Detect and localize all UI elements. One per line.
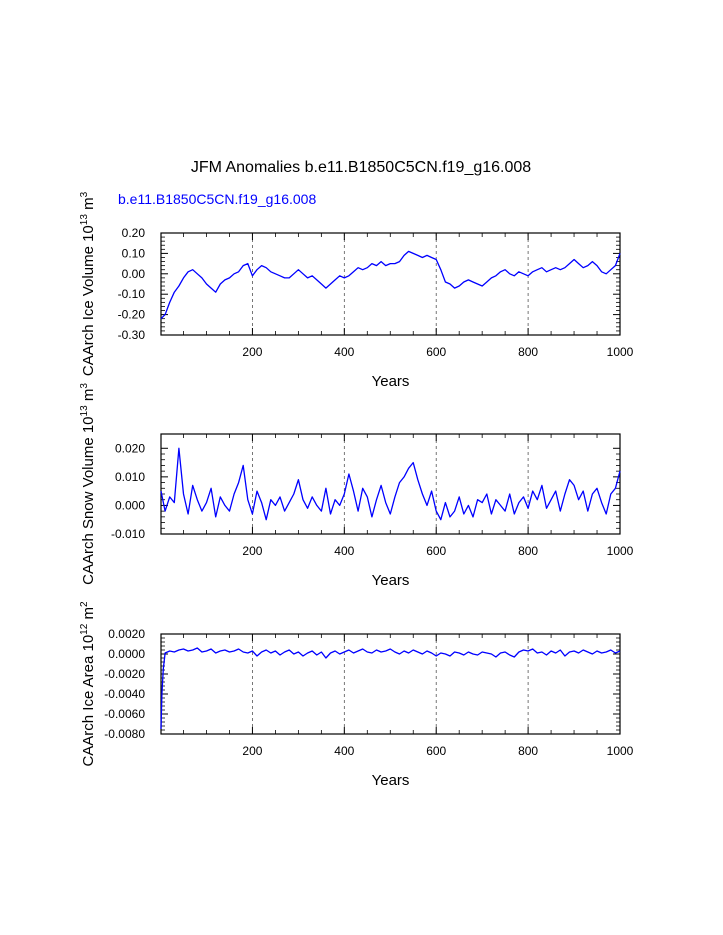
ice-area-x-tick-label: 200 bbox=[242, 744, 262, 758]
ice-area-y-axis-label: CAArch Ice Area 1012 m2 bbox=[79, 601, 97, 767]
snow-volume-panel: 200 400 600 800 1000 -0.010 0.000 0.010 0.020 Yea… bbox=[79, 383, 634, 589]
ice-area-y-tick-label: 0.0000 bbox=[108, 647, 145, 661]
snow-volume-x-tick-label: 600 bbox=[426, 544, 446, 558]
ice-area-x-tick-label: 400 bbox=[334, 744, 354, 758]
ice-area-x-tick-label: 800 bbox=[518, 744, 538, 758]
snow-volume-x-tick-label: 1000 bbox=[607, 544, 634, 558]
snow-volume-x-axis-label: Years bbox=[372, 572, 410, 589]
ice-area-x-tick-label: 1000 bbox=[607, 744, 634, 758]
ice-area-x-tick-label: 600 bbox=[426, 744, 446, 758]
ice-volume-x-tick-label: 400 bbox=[334, 345, 354, 359]
ice-area-y-tick-label: -0.0080 bbox=[104, 727, 145, 741]
ice-volume-x-tick-label: 1000 bbox=[607, 345, 634, 359]
ice-volume-y-tick-label: -0.30 bbox=[118, 328, 146, 342]
snow-volume-y-tick-label: 0.020 bbox=[115, 441, 145, 455]
ice-area-panel: 200 400 600 800 1000 -0.0080 -0.0060 -0.0040 -0.… bbox=[79, 601, 634, 789]
ice-area-y-tick-label: -0.0060 bbox=[104, 707, 145, 721]
snow-volume-plot-frame bbox=[160, 433, 621, 535]
ice-volume-x-tick-label: 800 bbox=[518, 345, 538, 359]
ice-volume-x-tick-label: 200 bbox=[242, 345, 262, 359]
snow-volume-y-axis-label: CAArch Snow Volume 1013 m3 bbox=[79, 383, 97, 585]
figure-title: JFM Anomalies b.e11.B1850C5CN.f19_g16.00… bbox=[191, 159, 531, 176]
ice-area-y-tick-label: -0.0020 bbox=[104, 667, 145, 681]
snow-volume-x-tick-label: 200 bbox=[242, 544, 262, 558]
ice-volume-panel: 200 400 600 800 1000 -0.30 -0.20 -0.10 0.00 0.10 0… bbox=[79, 191, 634, 390]
snow-volume-x-tick-label: 400 bbox=[334, 544, 354, 558]
ice-volume-plot-frame bbox=[160, 232, 621, 336]
ice-volume-x-tick-label: 600 bbox=[426, 345, 446, 359]
snow-volume-y-tick-label: 0.010 bbox=[115, 470, 145, 484]
ice-volume-y-tick-label: -0.10 bbox=[118, 287, 146, 301]
ice-area-x-axis-label: Years bbox=[372, 772, 410, 789]
ice-area-series-line bbox=[160, 647, 621, 730]
legend-label: b.e11.B1850C5CN.f19_g16.008 bbox=[118, 191, 316, 207]
ice-volume-y-tick-label: 0.20 bbox=[122, 226, 146, 240]
ice-volume-x-axis-label: Years bbox=[372, 373, 410, 390]
snow-volume-series-line bbox=[160, 447, 621, 521]
snow-volume-x-tick-label: 800 bbox=[518, 544, 538, 558]
ice-volume-y-tick-label: -0.20 bbox=[118, 308, 146, 322]
ice-area-y-tick-label: 0.0020 bbox=[108, 627, 145, 641]
snow-volume-y-tick-label: -0.010 bbox=[111, 527, 145, 541]
ice-volume-y-tick-label: 0.10 bbox=[122, 246, 146, 260]
ice-volume-y-tick-label: 0.00 bbox=[122, 267, 146, 281]
ice-area-y-tick-label: -0.0040 bbox=[104, 687, 145, 701]
ice-volume-y-axis-label: CAArch Ice Volume 1013 m3 bbox=[79, 191, 97, 376]
ice-volume-series-line bbox=[160, 250, 621, 320]
snow-volume-y-tick-label: 0.000 bbox=[115, 498, 145, 512]
